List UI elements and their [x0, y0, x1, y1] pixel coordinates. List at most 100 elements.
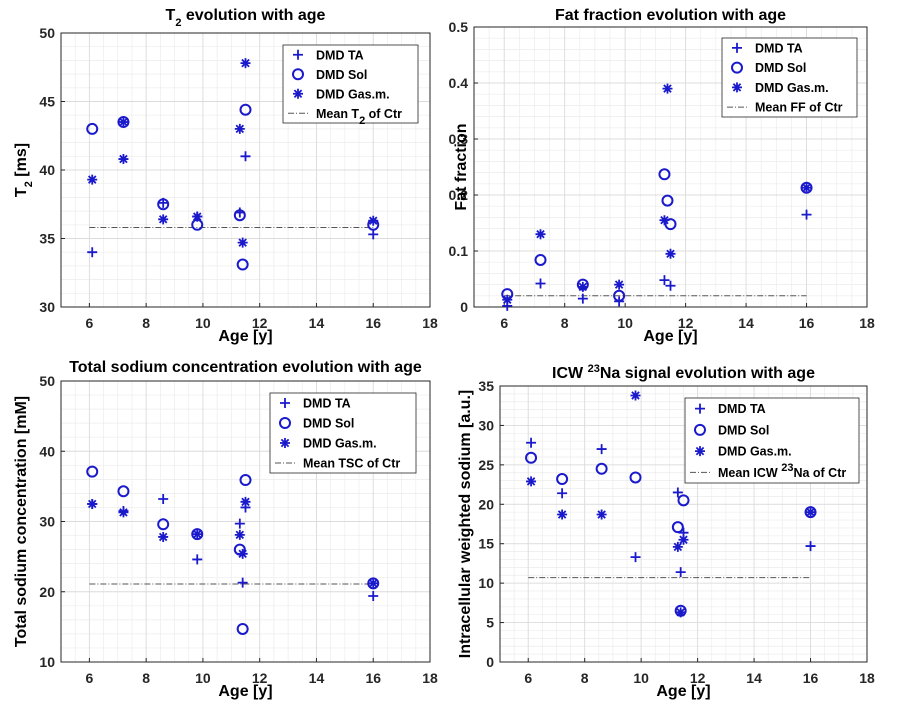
data-point-asterisk [665, 248, 676, 259]
y-tick-label: 0.1 [449, 243, 469, 259]
x-tick-label: 8 [561, 315, 569, 331]
x-axis-label: Age [y] [218, 328, 272, 345]
data-point-circle [534, 253, 547, 266]
data-point-circle [236, 622, 249, 635]
data-point-asterisk [118, 117, 129, 128]
y-tick-label: 0.3 [449, 131, 469, 147]
data-point-asterisk [118, 507, 129, 518]
legend-marker-asterisk [293, 88, 303, 99]
x-axis-label: Age [y] [643, 328, 697, 345]
x-tick-label: 18 [422, 670, 438, 686]
y-tick-label: 25 [478, 457, 494, 473]
data-point-circle [86, 122, 99, 135]
x-tick-label: 6 [85, 670, 93, 686]
data-point-asterisk [237, 237, 248, 248]
y-tick-label: 30 [39, 514, 55, 530]
y-tick-label: 35 [39, 231, 55, 247]
data-point-asterisk [672, 541, 683, 552]
legend: DMD TA DMD Sol DMD Gas.m. Mean FF of Ctr [721, 37, 858, 118]
x-axis-label: Age [y] [656, 683, 710, 700]
x-tick-label: 12 [690, 670, 706, 686]
subplot-4: 6 8 10 12 14 16 18 0 5 10 15 20 25 30 35 ICW 23Na signa… [457, 363, 875, 700]
legend-box [269, 392, 417, 474]
data-point-asterisk [675, 607, 686, 618]
legend-label: Mean FF of Ctr [755, 101, 843, 115]
data-point-asterisk [630, 390, 641, 401]
data-point-plus [577, 293, 588, 304]
legend-label: DMD Gas.m. [755, 81, 829, 95]
data-point-asterisk [614, 279, 625, 290]
data-point-plus [237, 577, 248, 588]
y-tick-label: 0 [486, 654, 494, 670]
chart-title: ICW 23Na signal evolution with age [552, 363, 815, 382]
data-point-circle [671, 521, 684, 534]
data-point-asterisk [662, 83, 673, 94]
data-point-asterisk [237, 548, 248, 559]
y-tick-label: 20 [478, 496, 494, 512]
data-point-circle [239, 103, 252, 116]
data-point-plus [87, 247, 98, 258]
legend-marker-asterisk [732, 82, 742, 93]
x-tick-label: 14 [746, 670, 762, 686]
data-point-asterisk [87, 174, 98, 185]
legend-marker-circle [279, 417, 291, 429]
data-point-circle [664, 218, 677, 231]
data-point-asterisk [577, 281, 588, 292]
legend-label: DMD TA [316, 48, 364, 62]
data-point-asterisk [502, 294, 513, 305]
x-axis-label: Age [y] [218, 683, 272, 700]
data-point-plus [240, 151, 251, 162]
data-point-asterisk [158, 531, 169, 542]
x-tick-label: 12 [252, 670, 268, 686]
data-point-plus [659, 275, 670, 286]
y-tick-label: 45 [39, 94, 55, 110]
data-point-circle [236, 258, 249, 271]
y-tick-label: 40 [39, 162, 55, 178]
data-point-asterisk [368, 578, 379, 589]
axes-box [499, 385, 868, 663]
data-point-plus [801, 209, 812, 220]
legend: DMD TA DMD Sol DMD Gas.m. Mean T2 of Ctr [282, 44, 419, 127]
y-tick-label: 35 [478, 378, 494, 394]
y-tick-label: 10 [478, 575, 494, 591]
data-point-asterisk [678, 534, 689, 545]
x-tick-label: 10 [617, 315, 633, 331]
y-tick-label: 15 [478, 536, 494, 552]
y-tick-label: 0.5 [449, 19, 469, 35]
y-axis-label: Fat fraction [453, 123, 470, 210]
data-point-asterisk [659, 215, 670, 226]
data-point-plus [192, 554, 203, 565]
x-tick-label: 16 [799, 315, 815, 331]
data-point-asterisk [234, 123, 245, 134]
x-tick-label: 18 [859, 315, 875, 331]
data-point-asterisk [118, 154, 129, 165]
x-tick-label: 16 [365, 670, 381, 686]
chart-title: Fat fraction evolution with age [555, 7, 786, 24]
data-points [86, 465, 380, 635]
x-tick-label: 14 [309, 315, 325, 331]
data-point-plus [630, 552, 641, 563]
legend-marker-plus [293, 49, 303, 60]
legend: DMD TA DMD Sol DMD Gas.m. Mean ICW 23Na of … [684, 397, 860, 484]
chart-title: Total sodium concentration evolution wit… [69, 359, 422, 376]
data-point-asterisk [240, 496, 251, 507]
data-point-circle [613, 289, 626, 302]
data-point-circle [629, 471, 642, 484]
data-point-asterisk [192, 529, 203, 540]
data-point-asterisk [368, 215, 379, 226]
data-point-plus [675, 567, 686, 578]
x-tick-label: 16 [365, 315, 381, 331]
legend-label: DMD TA [755, 41, 803, 55]
data-point-circle [117, 485, 130, 498]
x-tick-label: 10 [633, 670, 649, 686]
data-point-circle [157, 198, 170, 211]
x-tick-label: 14 [738, 315, 754, 331]
legend-label: DMD Sol [303, 417, 354, 431]
legend-label: Mean T2 of Ctr [316, 107, 402, 127]
legend-box [721, 37, 858, 118]
chart-title: T2 evolution with age [166, 7, 326, 29]
data-point-plus [158, 494, 169, 505]
subplot-1: 6 8 10 12 14 16 18 30 35 40 45 50 T2 evolution with … [13, 7, 438, 345]
data-point-asterisk [535, 229, 546, 240]
data-point-circle [677, 494, 690, 507]
